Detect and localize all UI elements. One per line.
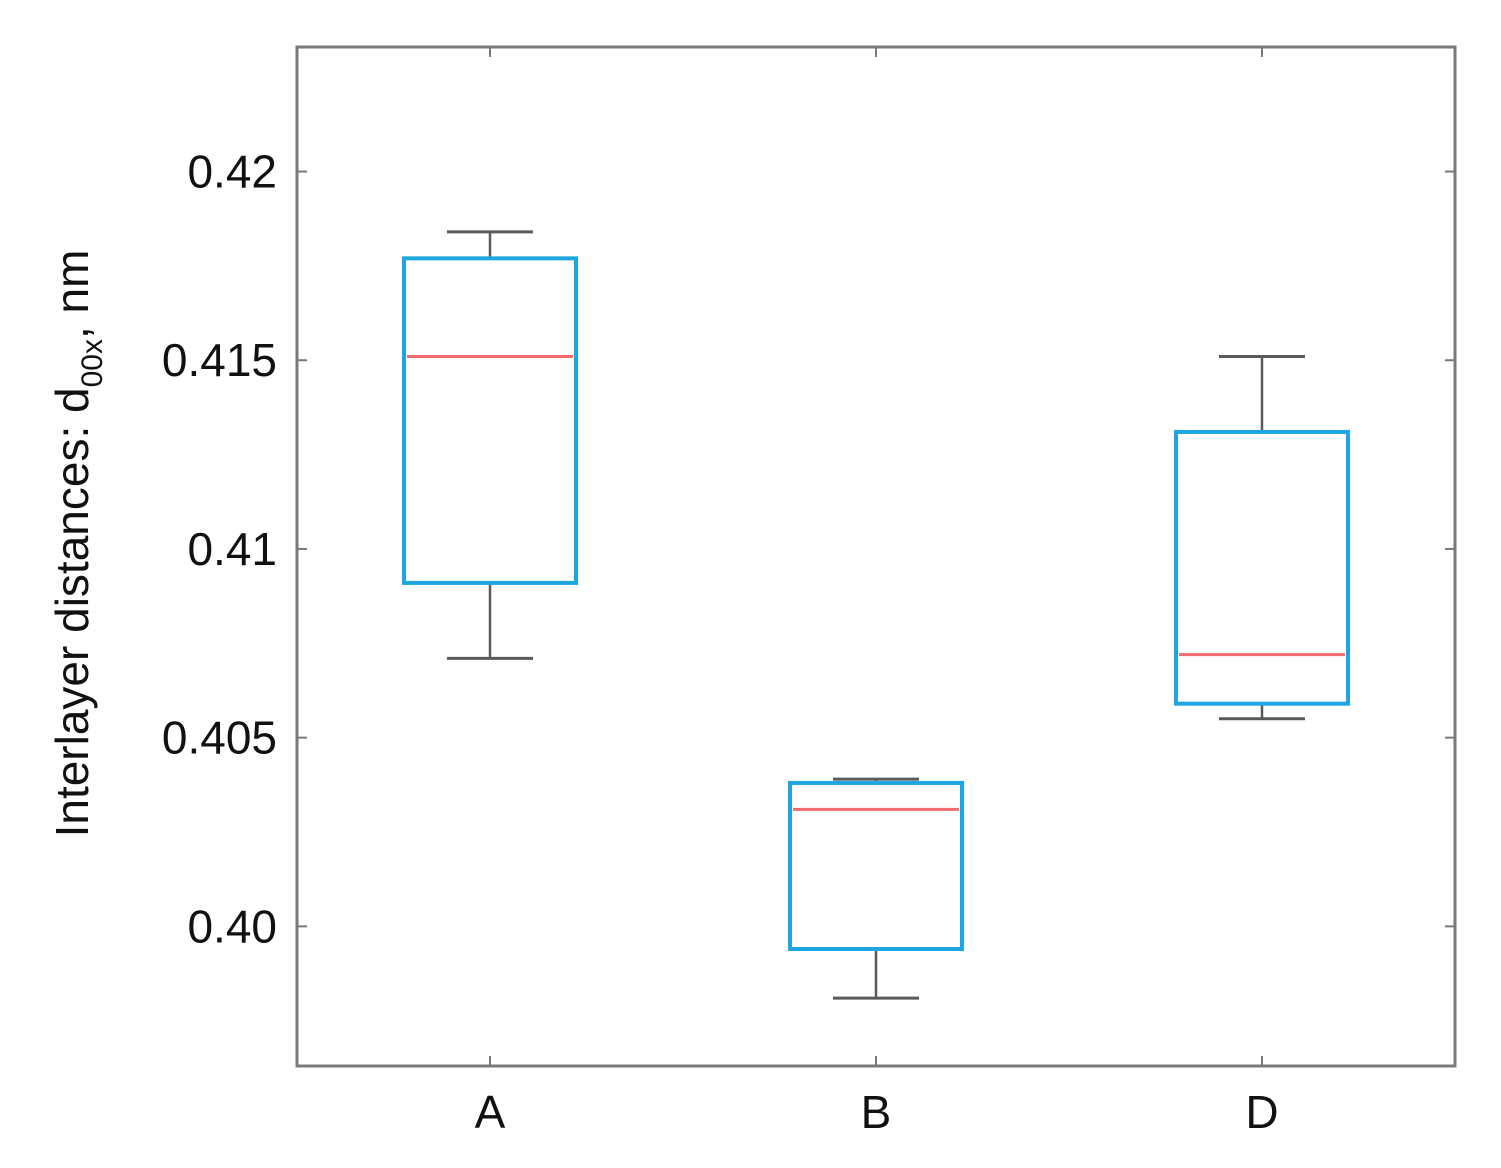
y-tick-label: 0.415 [162, 334, 277, 386]
y-axis-title: Interlayer distances: d00x, nm [46, 250, 109, 838]
box-iqr [788, 780, 964, 952]
y-tick-label: 0.42 [187, 146, 277, 198]
y-axis-title-prefix: Interlayer distances: d [46, 387, 98, 837]
x-tick-label: A [475, 1086, 506, 1138]
y-tick-label: 0.405 [162, 712, 277, 764]
x-tick-label: B [861, 1086, 892, 1138]
y-tick-label: 0.40 [187, 900, 277, 952]
y-tick-label: 0.41 [187, 523, 277, 575]
x-tick-label: D [1245, 1086, 1278, 1138]
box-iqr [402, 256, 578, 585]
y-axis-title-subscript: 00x [76, 339, 109, 387]
box-iqr [1174, 429, 1350, 706]
y-axis-title-suffix: , nm [46, 250, 98, 339]
